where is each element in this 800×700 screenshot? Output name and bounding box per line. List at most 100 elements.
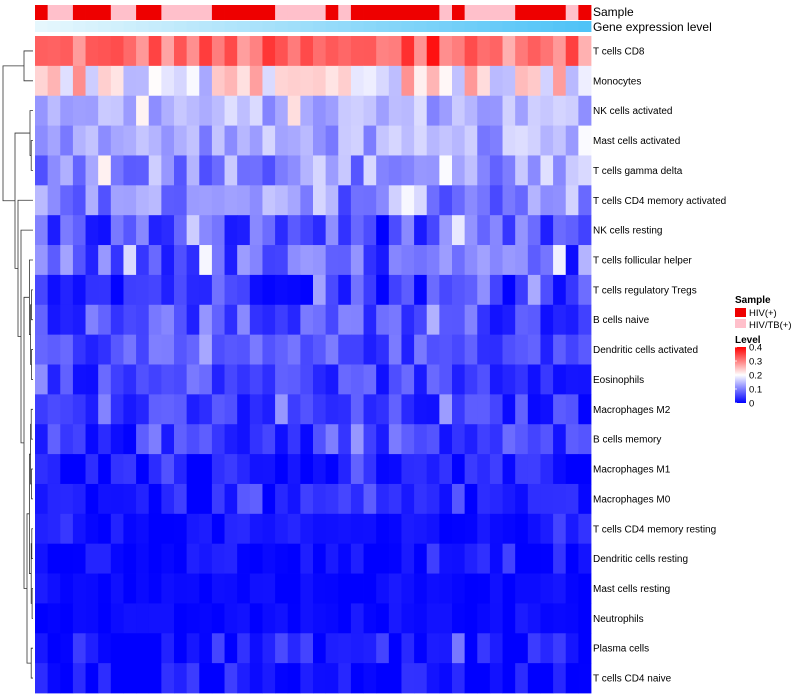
heatmap-cell	[464, 543, 478, 574]
heatmap-cell	[515, 543, 529, 574]
heatmap-cell	[98, 663, 112, 694]
heatmap-cell	[35, 394, 49, 425]
heatmap-cell	[262, 573, 276, 604]
heatmap-cell	[110, 36, 124, 67]
heatmap-cell	[275, 215, 289, 246]
heatmap-cell	[123, 483, 137, 515]
heatmap-cell	[237, 65, 251, 97]
heatmap-cell	[47, 633, 61, 664]
heatmap-cell	[85, 633, 99, 664]
heatmap-cell	[72, 424, 86, 455]
heatmap-cell	[98, 364, 112, 395]
legend-level-tick-label: 0.1	[749, 385, 762, 396]
heatmap-cell	[47, 245, 61, 276]
heatmap-cell	[313, 95, 327, 126]
gene-expression-annotation-cell	[287, 21, 301, 32]
heatmap-cell	[186, 334, 200, 365]
heatmap-cell	[98, 424, 112, 455]
heatmap-cell	[578, 513, 592, 545]
heatmap-cell	[565, 573, 579, 604]
heatmap-cell	[325, 274, 339, 306]
heatmap-cell	[47, 543, 61, 574]
heatmap-cell	[401, 125, 415, 156]
row-label: T cells regulatory Tregs	[593, 285, 697, 296]
heatmap-cell	[47, 155, 61, 186]
sample-annotation-cell	[515, 5, 529, 20]
heatmap-cell	[85, 274, 99, 306]
heatmap-cell	[123, 95, 137, 126]
heatmap-cell	[300, 573, 314, 604]
heatmap-cell	[123, 125, 137, 156]
heatmap-cell	[553, 155, 567, 186]
heatmap-cell	[72, 394, 86, 425]
heatmap-cell	[426, 36, 440, 67]
heatmap-cell	[388, 424, 402, 455]
sample-annotation-cell	[578, 5, 592, 20]
gene-expression-annotation-cell	[300, 21, 314, 32]
heatmap-cell	[161, 633, 175, 664]
heatmap-cell	[237, 125, 251, 156]
heatmap-cell	[350, 36, 364, 67]
heatmap-cell	[388, 543, 402, 574]
heatmap-cell	[199, 543, 213, 574]
heatmap-cell	[148, 334, 162, 365]
heatmap-cell	[313, 573, 327, 604]
heatmap-cell	[249, 215, 263, 246]
heatmap-cell	[199, 125, 213, 156]
heatmap-cell	[224, 36, 238, 67]
heatmap-cell	[300, 245, 314, 276]
heatmap-cell	[300, 394, 314, 425]
heatmap-cell	[325, 573, 339, 604]
dendrogram-branch	[30, 140, 33, 171]
heatmap-cell	[211, 125, 225, 156]
heatmap-cell	[376, 424, 390, 455]
heatmap-cell	[388, 245, 402, 276]
heatmap-cell	[224, 125, 238, 156]
heatmap-cell	[502, 36, 516, 67]
heatmap-cell	[249, 483, 263, 515]
heatmap-cell	[199, 304, 213, 336]
heatmap-cell	[35, 125, 49, 156]
heatmap-cell	[553, 304, 567, 336]
heatmap-cell	[426, 633, 440, 664]
heatmap-cell	[249, 513, 263, 545]
gene-expression-annotation-cell	[313, 21, 327, 32]
heatmap-cell	[565, 185, 579, 216]
heatmap-cell	[540, 543, 554, 574]
heatmap-cell	[350, 513, 364, 545]
heatmap-cell	[262, 394, 276, 425]
heatmap-cell	[287, 245, 301, 276]
heatmap-cell	[199, 95, 213, 126]
heatmap-cell	[35, 334, 49, 365]
heatmap-cell	[502, 424, 516, 455]
heatmap-cell	[477, 125, 491, 156]
heatmap-cell	[350, 274, 364, 306]
heatmap-cell	[350, 125, 364, 156]
heatmap-cell	[98, 36, 112, 67]
dendrogram-branch	[31, 528, 33, 560]
heatmap-cell	[275, 185, 289, 216]
heatmap-cell	[60, 245, 74, 276]
sample-annotation-cell	[161, 5, 175, 20]
heatmap-cell	[262, 454, 276, 485]
heatmap-cell	[363, 125, 377, 156]
sample-annotation-cell	[489, 5, 503, 20]
heatmap-cell	[123, 274, 137, 306]
heatmap-cell	[275, 334, 289, 365]
heatmap-cell	[161, 245, 175, 276]
heatmap-cell	[148, 95, 162, 126]
heatmap-cell	[452, 573, 466, 604]
heatmap-cell	[439, 185, 453, 216]
heatmap-cell	[60, 95, 74, 126]
heatmap-cell	[313, 513, 327, 545]
heatmap-cell	[174, 185, 188, 216]
dendrogram-branch	[31, 349, 33, 380]
heatmap-cell	[85, 603, 99, 634]
heatmap-cell	[350, 603, 364, 634]
heatmap-cell	[174, 573, 188, 604]
heatmap-cell	[136, 454, 150, 485]
heatmap-cell	[35, 95, 49, 126]
heatmap-cell	[275, 424, 289, 455]
heatmap-cell	[275, 573, 289, 604]
heatmap-cell	[199, 454, 213, 485]
